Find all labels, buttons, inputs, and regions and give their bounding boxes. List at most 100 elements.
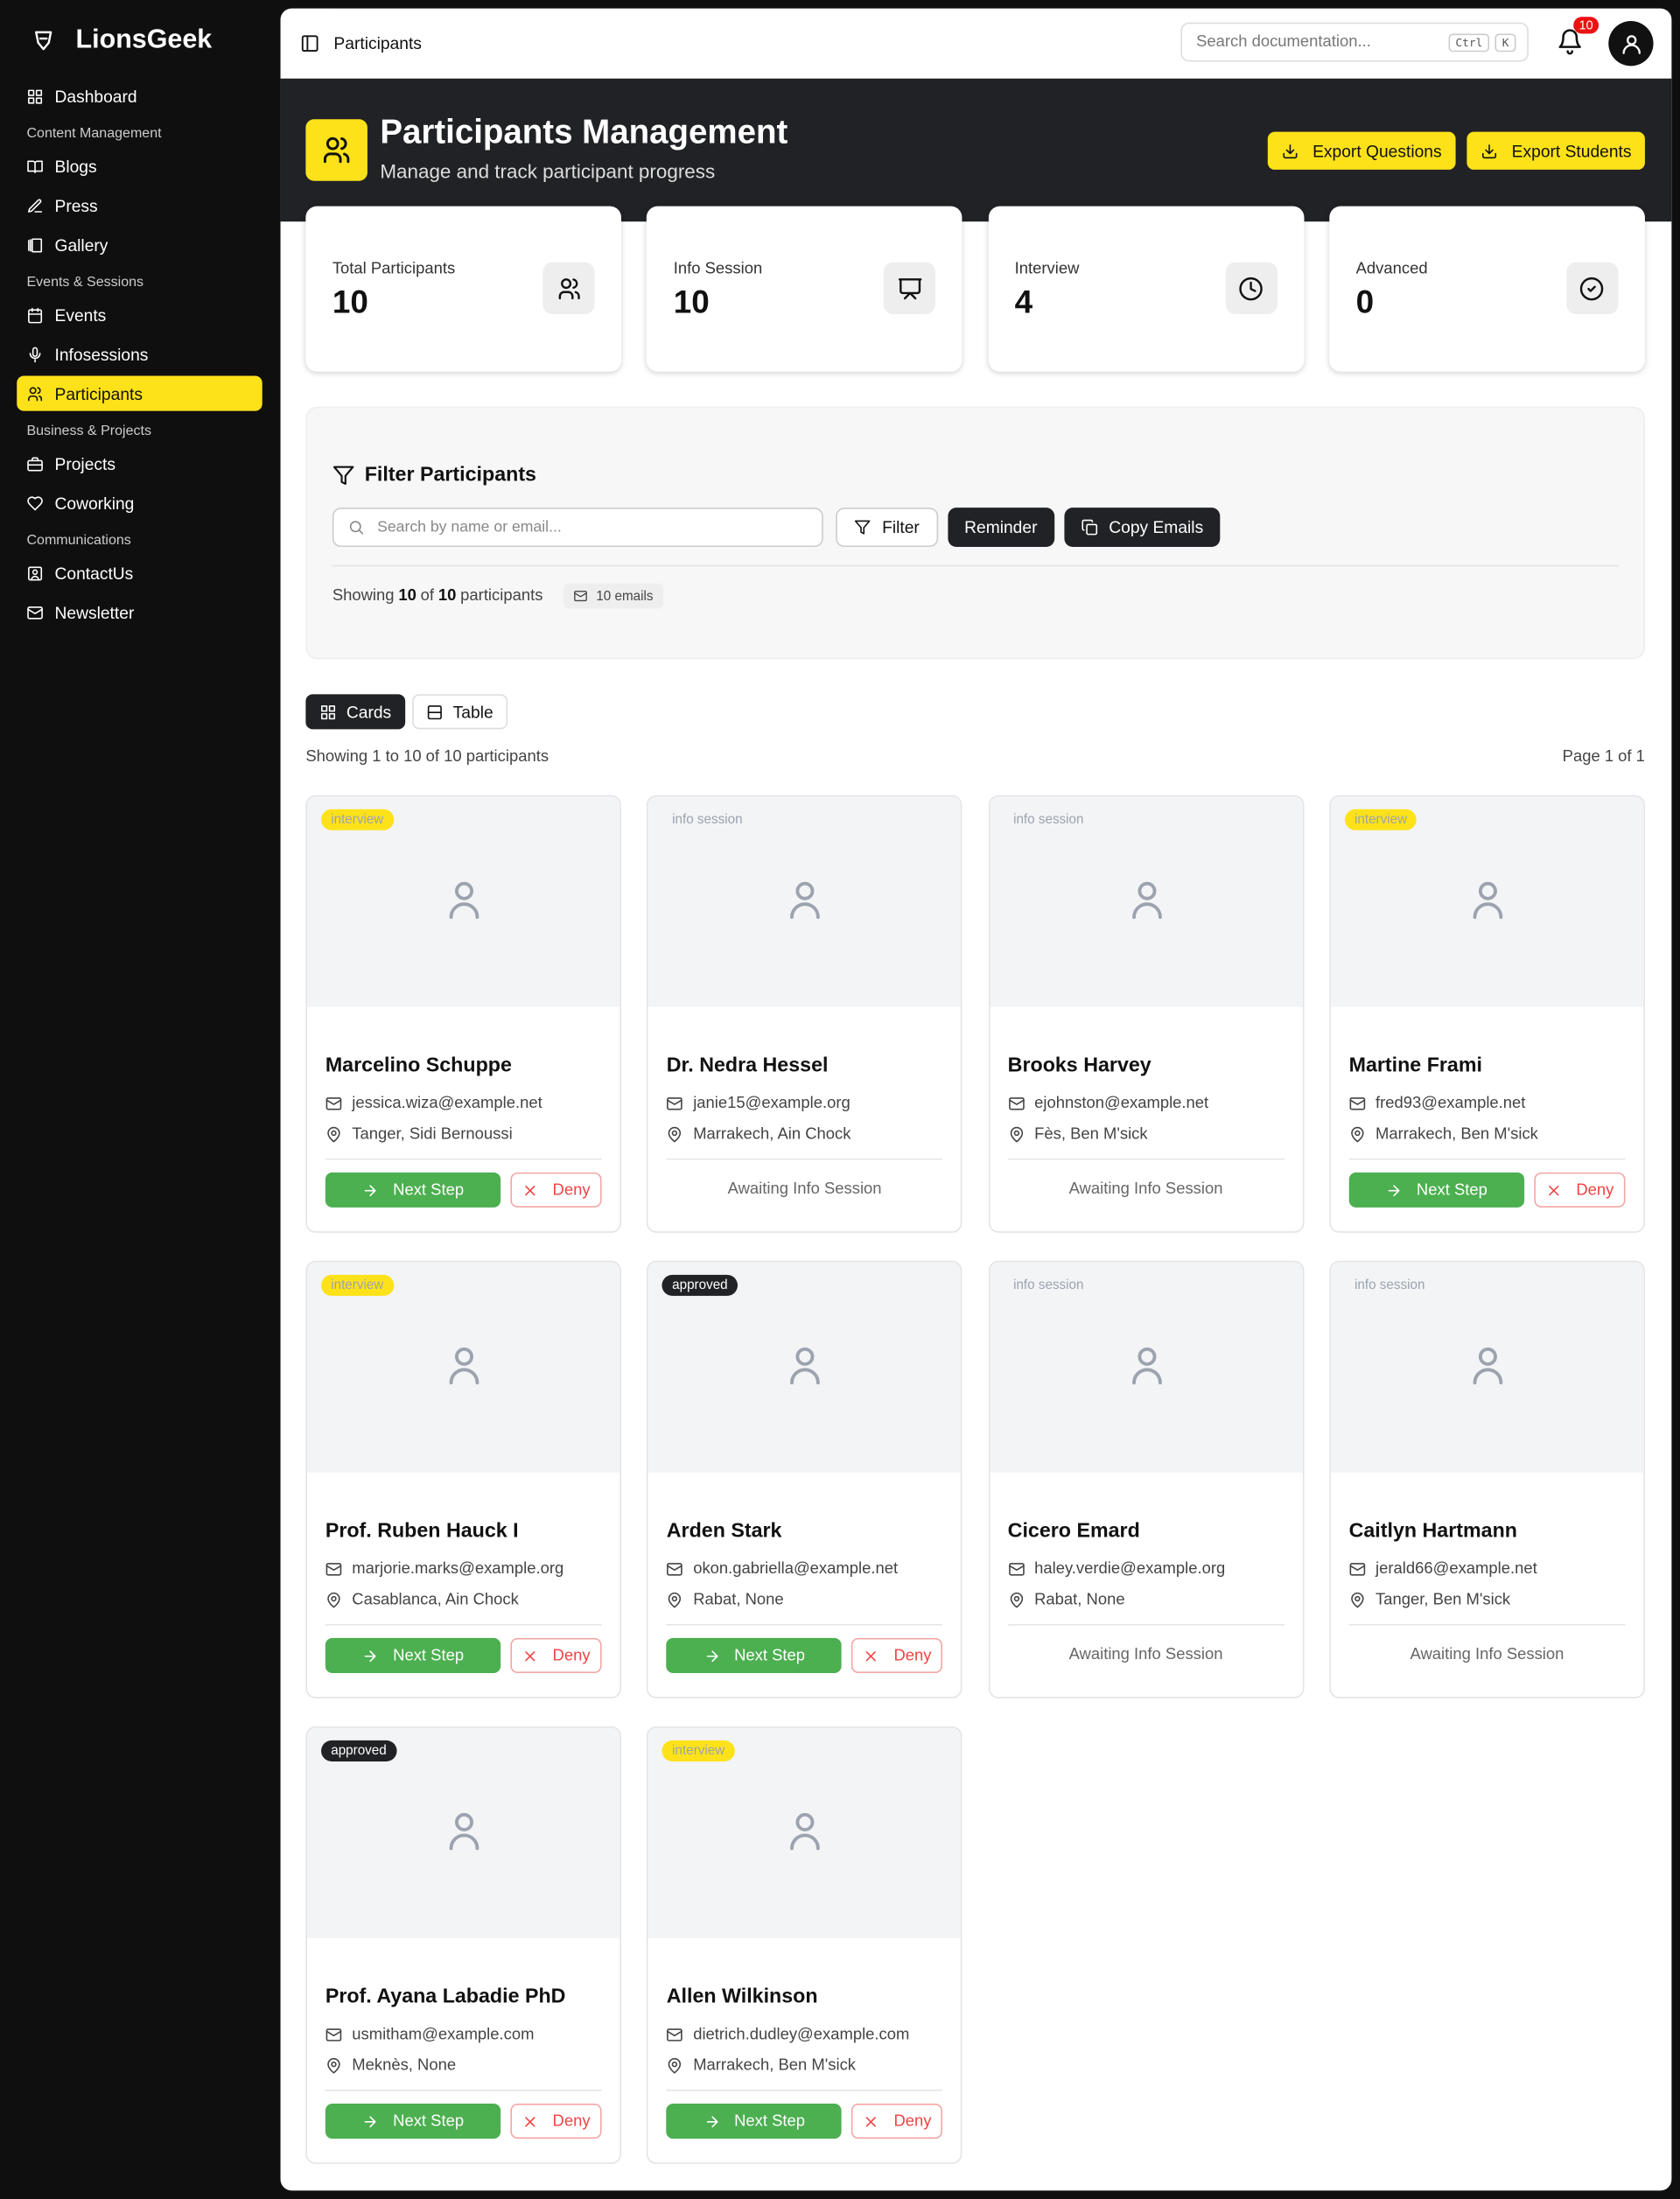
participant-card[interactable]: interview Allen Wilkinson dietrich.dudley@… [647,1726,962,2164]
next-step-button[interactable]: Next Step [666,2104,843,2139]
status-badge-text: interview [672,1743,725,1759]
summary-part-text: Showing [332,587,395,605]
participant-card[interactable]: info session Dr. Nedra Hessel janie15@exam… [647,795,962,1233]
deny-button[interactable]: Deny [851,1637,943,1673]
participant-card[interactable]: info session Cicero Emard haley.verdie@exa… [988,1260,1304,1698]
participant-location: Rabat, None [1008,1590,1284,1609]
participant-email: janie15@example.org [667,1094,943,1113]
status-badge: interview [1344,809,1418,830]
participant-location: Meknès, None [326,2056,602,2076]
participant-card[interactable]: info session Caitlyn Hartmann jerald66@exa… [1329,1260,1645,1698]
status-badge-text: interview [331,811,384,828]
nav-item[interactable]: Blogs [17,149,262,184]
deny-button[interactable]: Deny [510,1637,602,1673]
hero-subtitle: Manage and track participant progress [380,159,716,183]
filter-button-text: Reminder [964,517,1038,537]
summary-part-text: participants [460,587,543,605]
nav-item-text: Press [54,195,98,216]
participant-name-text: Dr. Nedra Hessel [666,1054,829,1077]
deny-button[interactable]: Deny [510,2104,602,2139]
stat-icon [884,262,936,314]
export-button[interactable]: Export Questions [1267,131,1456,170]
filter-button[interactable]: Reminder [947,508,1054,548]
deny-button-text: Deny [893,1647,932,1664]
status-note-text: Awaiting Info Session [1068,1180,1223,1198]
participant-email: marjorie.marks@example.org [326,1559,602,1579]
stat-value: 0 [1356,284,1375,321]
participant-card[interactable]: info session Brooks Harvey ejohnston@examp… [988,795,1304,1233]
hero: Participants Management Manage and track… [280,78,1672,222]
nav-item[interactable]: Newsletter [17,595,262,630]
nav-item-text: Dashboard [54,86,137,107]
nav-item[interactable]: Infosessions [17,337,262,372]
photo-placeholder: interview [306,796,620,1007]
kbd: K [1494,32,1516,52]
participant-location: Marrakech, Ain Chock [667,1124,943,1144]
avatar[interactable] [1608,21,1654,67]
nav-heading-text: Events & Sessions [26,274,144,290]
participant-card[interactable]: approved Arden Stark okon.gabriella@exampl… [647,1260,962,1698]
deny-button-text: Deny [1576,1181,1614,1199]
participant-name: Caitlyn Hartmann [1349,1520,1626,1543]
nav-item[interactable]: Coworking [17,486,262,521]
next-step-button[interactable]: Next Step [325,2104,501,2139]
filter-title: Filter Participants [364,464,536,487]
nav-item-text: Newsletter [54,602,135,622]
stat-label: Interview [1015,261,1080,277]
nav: Dashboard Content Management Blogs Press Gal… [17,79,262,634]
view-tab[interactable]: Table [412,694,508,730]
export-button[interactable]: Export Students [1466,131,1646,170]
stat-label: Advanced [1356,261,1428,277]
participant-search[interactable]: Search by name or email... [332,508,823,548]
participant-location-text: Marrakech, Ain Chock [693,1125,851,1144]
participant-name-text: Cicero Emard [1007,1520,1140,1543]
deny-button[interactable]: Deny [1534,1172,1626,1208]
nav-item[interactable]: Projects [17,446,262,481]
view-tab[interactable]: Cards [305,694,406,730]
status-badge-text: interview [1354,811,1408,828]
participant-email-text: okon.gabriella@example.net [693,1560,899,1579]
nav-item[interactable]: Press [17,188,262,223]
photo-placeholder: interview [306,1262,620,1473]
next-step-button[interactable]: Next Step [666,1637,843,1673]
filter-button[interactable]: Filter [836,508,938,548]
stat-value-text: 0 [1355,283,1375,320]
sidebar-toggle[interactable] [300,33,319,53]
results-count: Showing 1 to 10 of 10 participants [305,748,550,767]
participant-card[interactable]: interview Martine Frami fred93@example.net… [1329,795,1645,1233]
status-note-text: Awaiting Info Session [1410,1646,1564,1663]
filter-button-text: Filter [882,517,920,537]
stat-value: 4 [1015,284,1033,321]
participant-card[interactable]: approved Prof. Ayana Labadie PhD usmitham@… [305,1726,621,2164]
doc-search[interactable]: Search documentation... Ctrl K [1180,22,1529,62]
participant-location-text: Marrakech, Ben M'sick [1376,1125,1538,1144]
nav-item[interactable]: Dashboard [17,79,262,114]
card-body: Caitlyn Hartmann jerald66@example.net Tang… [1331,1520,1643,1663]
filter-button[interactable]: Copy Emails [1063,508,1221,548]
status-note: Awaiting Info Session [1008,1647,1284,1663]
card-body: Dr. Nedra Hessel janie15@example.org Marra… [648,1054,961,1198]
next-step-button[interactable]: Next Step [325,1637,501,1673]
summary-part-text: 10 [438,587,457,605]
summary-part-text: of [420,587,435,605]
next-step-button[interactable]: Next Step [325,1172,501,1208]
nav-item[interactable]: Gallery [17,228,262,263]
participant-email-text: haley.verdie@example.org [1034,1560,1226,1579]
deny-button[interactable]: Deny [851,2104,943,2139]
nav-item[interactable]: Participants [17,375,262,411]
notifications[interactable]: 10 [1557,17,1600,59]
participant-card[interactable]: interview Marcelino Schuppe jessica.wiza@e… [305,795,621,1233]
nav-item[interactable]: ContactUs [17,556,262,591]
nav-item[interactable]: Events [17,298,262,333]
participant-card[interactable]: interview Prof. Ruben Hauck I marjorie.mar… [305,1260,621,1698]
nav-item-text: Blogs [54,156,97,177]
divider [1348,1158,1626,1160]
next-step-button[interactable]: Next Step [1348,1172,1524,1208]
deny-button[interactable]: Deny [510,1172,602,1208]
participant-location: Tanger, Sidi Bernoussi [326,1124,602,1144]
nav-item-text: Participants [54,383,143,403]
view-tab-text: Table [452,702,494,722]
card-actions: Next Step Deny [325,1637,602,1673]
export-button-text: Export Questions [1312,141,1442,161]
photo-placeholder: approved [306,1727,620,1938]
